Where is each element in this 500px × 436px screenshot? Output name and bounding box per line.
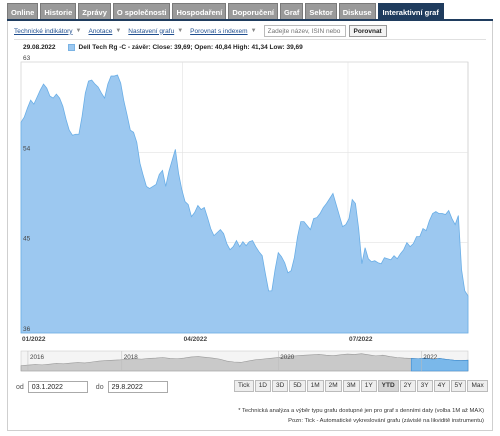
x-axis: 01/2022 04/2022 07/2022 (22, 336, 373, 343)
date-range-bar: od do (14, 380, 484, 394)
y-tick-label: 36 (23, 326, 31, 333)
range-button-4y[interactable]: 4Y (433, 380, 450, 392)
chart-legend-header: 29.08.2022 Dell Tech Rg -C - závěr: Clos… (23, 44, 303, 51)
range-buttons: Tick 1D 3D 5D 1M 2M 3M 1Y YTD 2Y 3Y 4Y 5Y Max (233, 380, 488, 392)
tab-3[interactable]: O společnosti (112, 3, 171, 21)
dropdown-arrow-icon[interactable]: ▼ (177, 28, 184, 34)
y-axis: 63 54 45 36 (23, 55, 31, 333)
dropdown-arrow-icon[interactable]: ▼ (250, 28, 257, 34)
navigator-year-label: 2016 (30, 354, 45, 361)
date-to-input[interactable] (107, 381, 168, 393)
range-button-2m[interactable]: 2M (324, 380, 342, 392)
navigator-year-labels: 2016 2018 2020 2022 (27, 351, 438, 371)
range-button-1d[interactable]: 1D (254, 380, 271, 392)
toolbar-divider (14, 39, 486, 40)
y-tick-label: 63 (23, 55, 31, 62)
chart-toolbar: Technické indikátory ▼ Anotace ▼ Nastavení… (14, 24, 387, 38)
navigator-year-label: 2022 (423, 354, 438, 361)
dropdown-arrow-icon[interactable]: ▼ (115, 28, 122, 34)
range-button-max[interactable]: Max (467, 380, 488, 392)
y-tick-label: 54 (23, 145, 31, 152)
range-button-3d[interactable]: 3D (272, 380, 289, 392)
range-button-5d[interactable]: 5D (289, 380, 306, 392)
range-button-3y[interactable]: 3Y (416, 380, 433, 392)
x-tick-label: 04/2022 (184, 336, 208, 343)
legend-date: 29.08.2022 (23, 44, 56, 51)
link-chart-settings[interactable]: Nastavení grafu (128, 27, 175, 35)
tab-9[interactable]: Interaktivní graf (377, 3, 444, 21)
range-button-1m[interactable]: 1M (306, 380, 324, 392)
tab-6[interactable]: Graf (280, 3, 304, 21)
tab-4[interactable]: Hospodaření (172, 3, 227, 21)
range-button-3m[interactable]: 3M (342, 380, 360, 392)
range-button-tick[interactable]: Tick (234, 380, 254, 392)
dropdown-arrow-icon[interactable]: ▼ (75, 28, 82, 34)
tab-0[interactable]: Online (7, 3, 39, 21)
navigator-area-series (20, 353, 469, 372)
link-technical-indicators[interactable]: Technické indikátory (14, 27, 73, 35)
footnote-technical: * Technická analýza a výběr typu grafu d… (238, 408, 484, 414)
tab-5[interactable]: Doporučení (228, 3, 278, 21)
tab-8[interactable]: Diskuse (338, 3, 376, 21)
navigator-selected-range[interactable] (410, 357, 469, 372)
link-compare-index[interactable]: Porovnat s indexem (190, 27, 248, 35)
compare-button[interactable]: Porovnat (348, 25, 387, 37)
compare-search-input[interactable] (263, 25, 346, 37)
x-tick-label: 01/2022 (22, 336, 46, 343)
chart-panel (7, 21, 493, 431)
x-tick-label: 07/2022 (349, 336, 373, 343)
tab-bar: Online Historie Zprávy O společnosti Hospoda… (7, 3, 444, 21)
navigator[interactable]: 2016 2018 2020 2022 (20, 350, 469, 372)
legend-text: Dell Tech Rg -C - závěr: Close: 39,69; O… (78, 44, 303, 51)
from-label: od (16, 383, 24, 391)
to-label: do (95, 383, 104, 391)
tab-7[interactable]: Sektor (305, 3, 337, 21)
tab-underline (7, 19, 493, 21)
date-from-input[interactable] (27, 381, 88, 393)
tab-2[interactable]: Zprávy (78, 3, 111, 21)
range-button-5y[interactable]: 5Y (450, 380, 467, 392)
navigator-year-label: 2018 (124, 354, 139, 361)
legend-swatch (67, 44, 75, 51)
range-button-ytd[interactable]: YTD (377, 380, 399, 392)
y-tick-label: 45 (23, 236, 31, 243)
range-button-1y[interactable]: 1Y (360, 380, 377, 392)
price-area-series (20, 74, 469, 334)
range-button-2y[interactable]: 2Y (399, 380, 416, 392)
link-annotations[interactable]: Anotace (88, 27, 113, 35)
navigator-year-label: 2020 (280, 354, 295, 361)
tab-1[interactable]: Historie (40, 3, 77, 21)
footnote-tick: Pozn: Tick - Automatické vykreslování gr… (288, 418, 484, 424)
